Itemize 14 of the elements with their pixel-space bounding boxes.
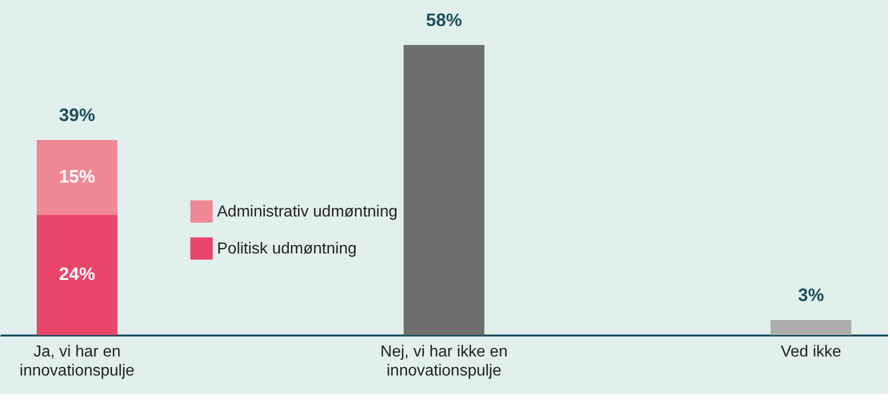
- x-tick-label: Nej, vi har ikke en innovationspulje: [380, 344, 508, 380]
- bar: [770, 320, 852, 335]
- x-tick-label: Ja, vi har en innovationspulje: [20, 344, 135, 380]
- total-label: 39%: [59, 105, 96, 125]
- bar: [36, 215, 118, 335]
- bar: [36, 140, 118, 215]
- x-tick-label: Ved ikke: [780, 344, 842, 360]
- data-label: 15%: [59, 166, 96, 186]
- data-label: 24%: [59, 264, 96, 284]
- legend-label: Politisk udmøntning: [217, 240, 357, 258]
- bar: [404, 45, 484, 335]
- total-label: 58%: [426, 10, 462, 30]
- legend-label: Administrativ udmøntning: [217, 204, 398, 220]
- total-label: 3%: [798, 285, 824, 305]
